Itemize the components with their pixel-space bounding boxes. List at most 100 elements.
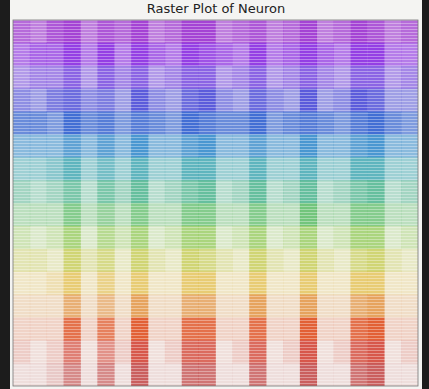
stripe: [13, 335, 418, 336]
stripe: [13, 107, 418, 108]
stripe: [13, 176, 418, 177]
stripe: [13, 200, 418, 201]
cells: [13, 20, 418, 386]
stripe: [13, 146, 418, 147]
stripe: [13, 380, 418, 381]
stripe: [13, 311, 418, 312]
stripe: [13, 170, 418, 171]
stripe: [13, 206, 418, 207]
stripe: [13, 209, 418, 210]
stripe: [13, 29, 418, 30]
stripe: [13, 83, 418, 84]
stripe: [13, 293, 418, 294]
stripe: [13, 326, 418, 327]
panel: [10, 0, 422, 389]
stripe: [13, 116, 418, 117]
stripe: [13, 155, 418, 156]
stripe: [13, 137, 418, 138]
stripe: [13, 86, 418, 87]
stripe: [13, 38, 418, 39]
stripe: [13, 338, 418, 339]
stripe: [13, 194, 418, 195]
stripe: [13, 227, 418, 228]
stripe: [13, 191, 418, 192]
stripe: [13, 344, 418, 345]
stripe: [13, 215, 418, 216]
stripe: [13, 143, 418, 144]
stripe: [13, 56, 418, 57]
stripe: [13, 374, 418, 375]
stripe: [13, 65, 418, 66]
stripe: [13, 47, 418, 48]
stripe: [13, 323, 418, 324]
stripe: [13, 359, 418, 360]
stripe: [13, 212, 418, 213]
stripe: [13, 152, 418, 153]
stripe: [13, 254, 418, 255]
stripe: [13, 332, 418, 333]
stripe: [13, 365, 418, 366]
stripe: [13, 62, 418, 63]
stripe: [13, 218, 418, 219]
frame: [13, 20, 418, 386]
stripe: [13, 128, 418, 129]
stripe: [13, 302, 418, 303]
chart: Raster Plot of Neuron: [0, 0, 429, 389]
stripe: [13, 140, 418, 141]
stripe: [13, 197, 418, 198]
stripe: [13, 53, 418, 54]
stripe: [13, 230, 418, 231]
stripe: [13, 251, 418, 252]
stripe: [13, 179, 418, 180]
stripe: [13, 248, 418, 249]
stripe: [13, 362, 418, 363]
stripe: [13, 188, 418, 189]
stripe: [13, 341, 418, 342]
stripe: [13, 245, 418, 246]
stripe: [13, 98, 418, 99]
stripe: [13, 356, 418, 357]
stripe: [13, 26, 418, 27]
stripe: [13, 383, 418, 384]
stripe: [13, 74, 418, 75]
stripe: [13, 110, 418, 111]
stripe: [13, 104, 418, 105]
stripe: [13, 68, 418, 69]
stripe: [13, 95, 418, 96]
stripe: [13, 275, 418, 276]
stripe: [13, 149, 418, 150]
stripe: [13, 50, 418, 51]
stripe: [13, 23, 418, 24]
stripe: [13, 131, 418, 132]
stripe: [13, 101, 418, 102]
stripe: [13, 161, 418, 162]
stripe: [13, 224, 418, 225]
stripe: [13, 242, 418, 243]
stripe: [13, 377, 418, 378]
stripe: [13, 368, 418, 369]
stripe: [13, 287, 418, 288]
stripe: [13, 164, 418, 165]
stripe: [13, 290, 418, 291]
stripe: [13, 260, 418, 261]
stripe: [13, 89, 418, 90]
stripe: [13, 296, 418, 297]
stripe: [13, 80, 418, 81]
stripe: [13, 92, 418, 93]
stripe: [13, 353, 418, 354]
stripe: [13, 269, 418, 270]
stripe: [13, 113, 418, 114]
stripe: [13, 236, 418, 237]
stripe: [13, 122, 418, 123]
stripe: [13, 257, 418, 258]
stripe: [13, 35, 418, 36]
stripe: [13, 320, 418, 321]
stripe: [13, 281, 418, 282]
stripe: [13, 71, 418, 72]
stripe: [13, 263, 418, 264]
stripe: [13, 299, 418, 300]
stripe: [13, 278, 418, 279]
stripe: [13, 203, 418, 204]
stripe: [13, 221, 418, 222]
texture: [13, 20, 418, 384]
